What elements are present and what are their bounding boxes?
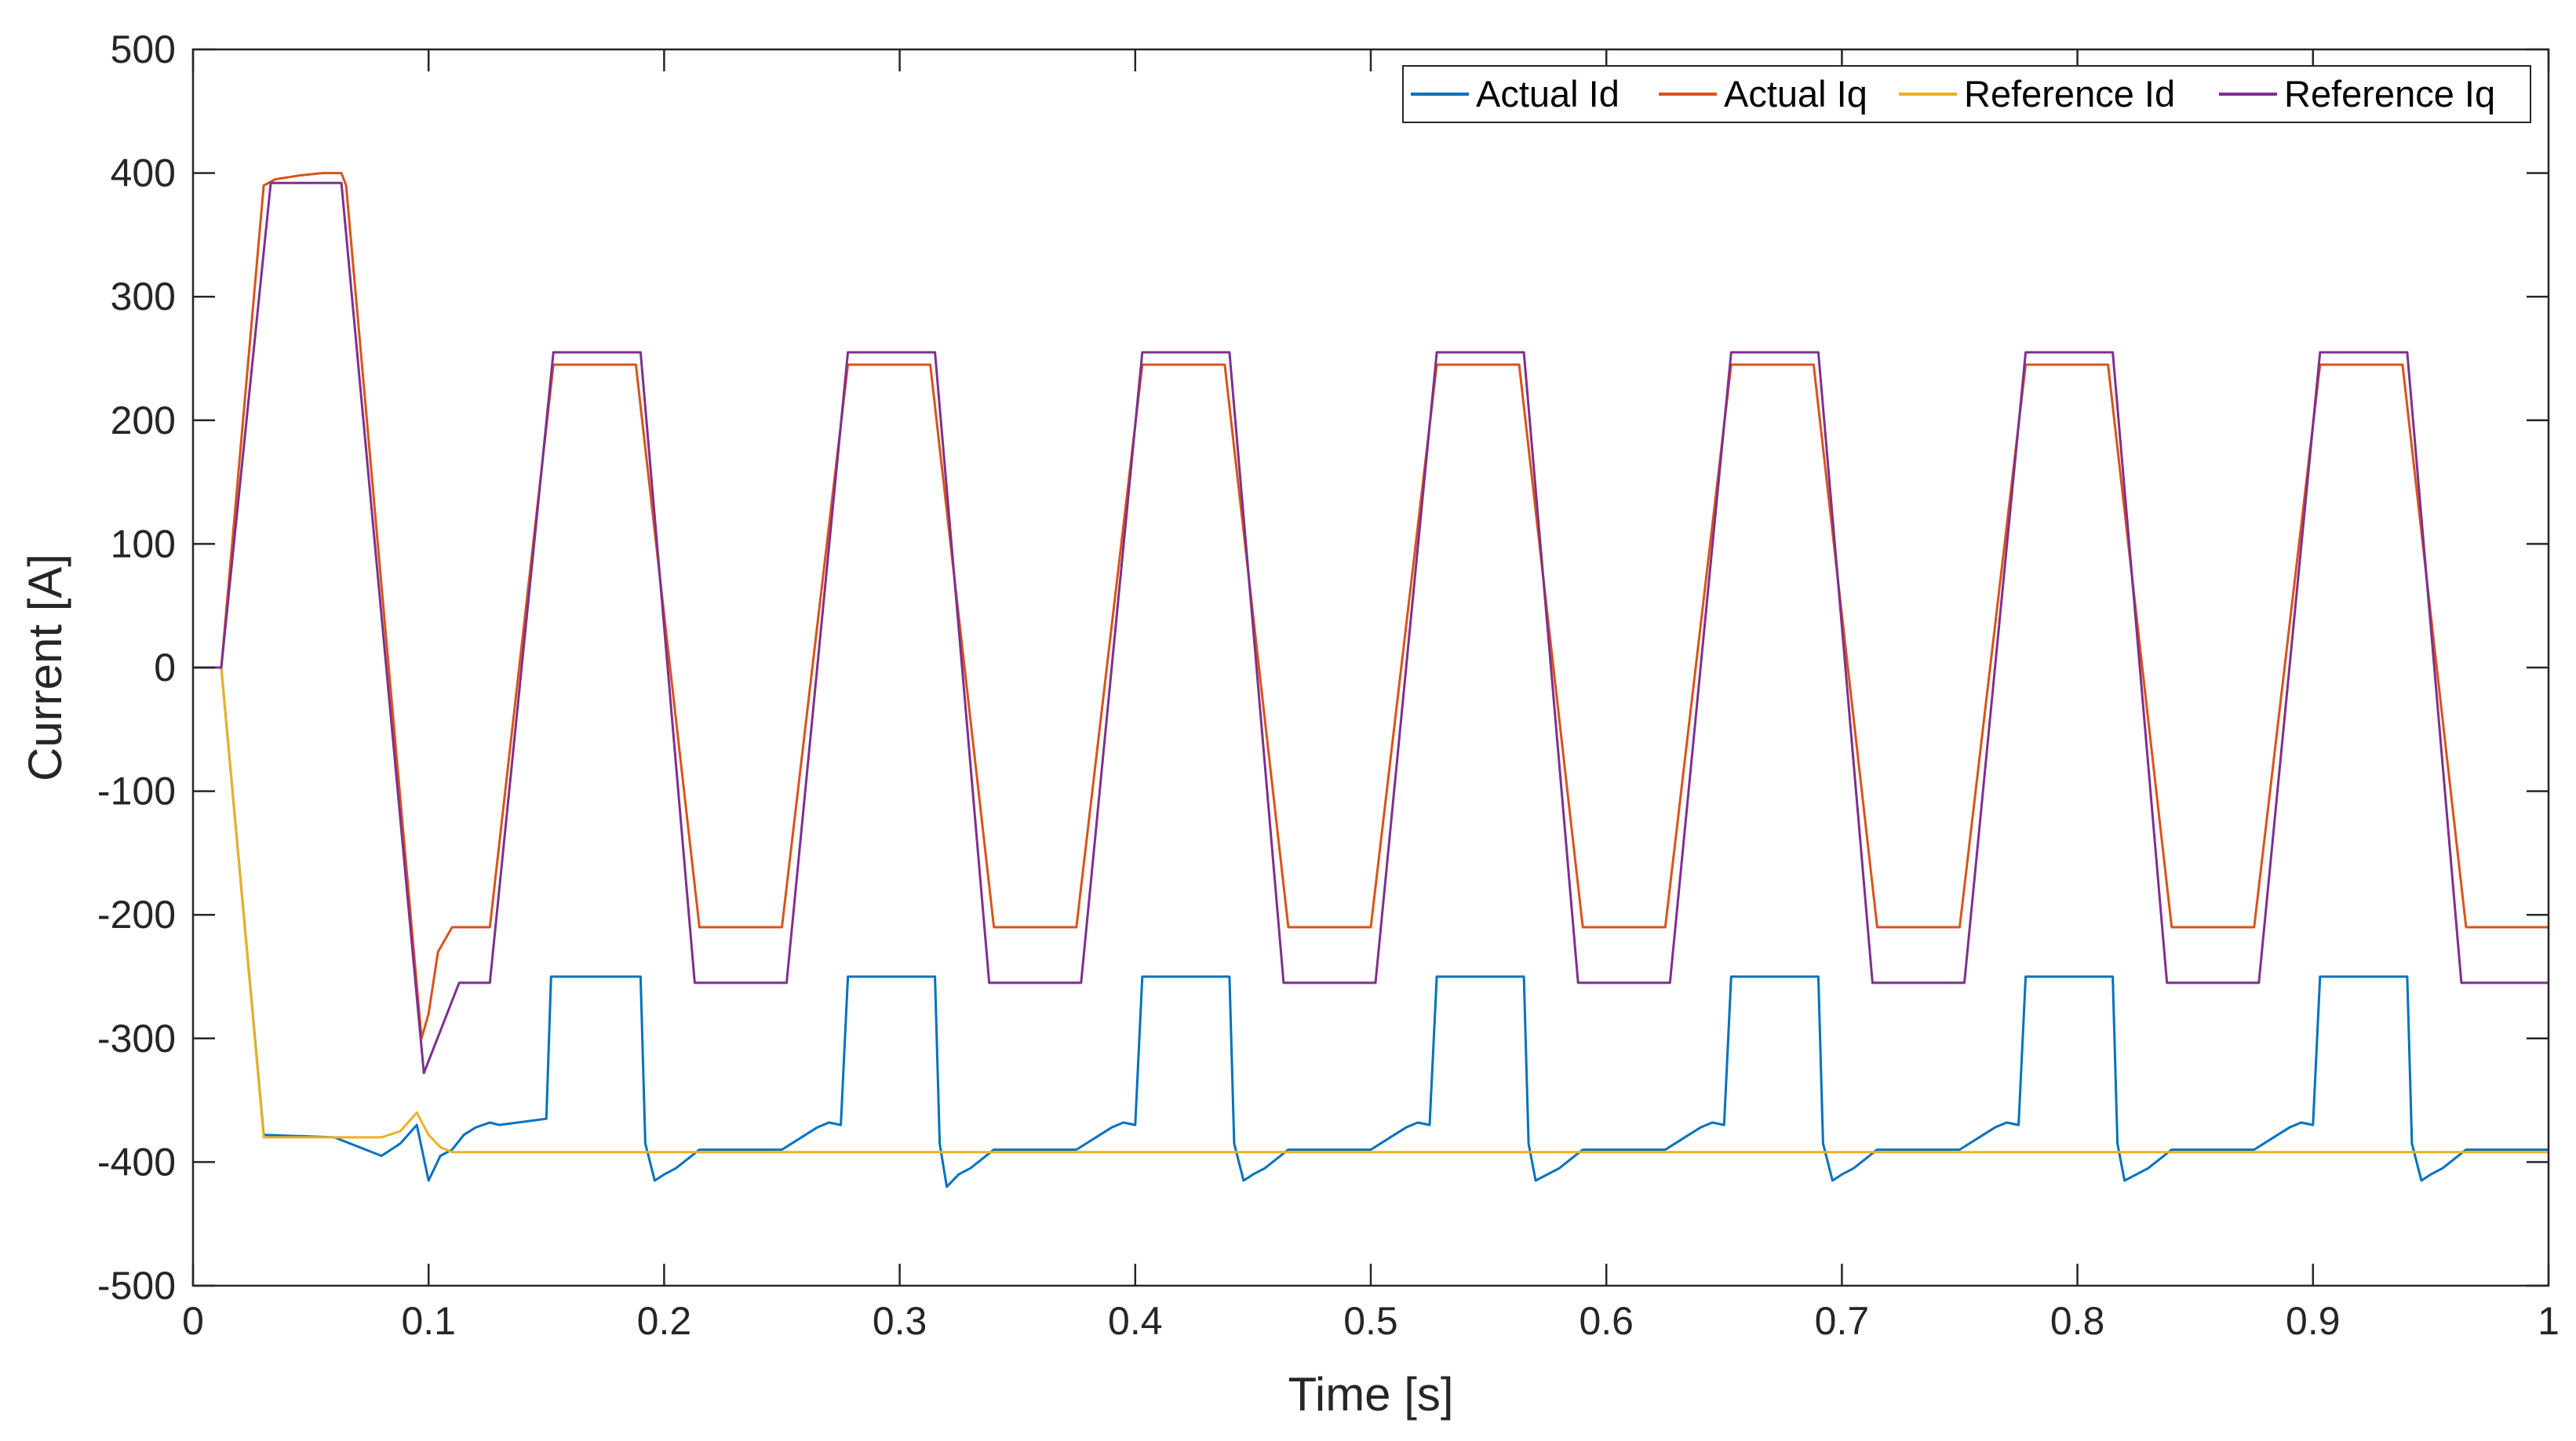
legend-label-reference-iq: Reference Iq xyxy=(2284,73,2495,115)
x-tick-label: 0.4 xyxy=(1108,1299,1163,1343)
plot-area xyxy=(193,49,2549,1286)
legend-label-reference-id: Reference Id xyxy=(1964,73,2175,115)
series-actual-id-line xyxy=(193,666,2549,1188)
x-tick-label: 1 xyxy=(2538,1299,2560,1343)
legend-box xyxy=(1402,65,2531,123)
series-actual-iq-line xyxy=(193,172,2549,1040)
y-tick-label: -200 xyxy=(97,893,176,937)
legend[interactable]: Actual Id Actual Iq Reference Id Referen… xyxy=(1402,65,2531,123)
y-tick-label: 0 xyxy=(154,646,176,690)
x-tick-label: 0.5 xyxy=(1343,1299,1398,1343)
x-tick-label: 0.8 xyxy=(2050,1299,2105,1343)
y-tick-label: -300 xyxy=(97,1017,176,1061)
series-reference-id-line xyxy=(193,666,2549,1154)
ticks-layer: 0 0.1 0.2 0.3 0.4 0.5 0.6 0.7 0.8 0.9 1 500 400 300 20… xyxy=(97,27,2560,1343)
x-tick-label: 0.6 xyxy=(1579,1299,1634,1343)
x-axis-title: Time [s] xyxy=(1288,1368,1453,1421)
x-tick-label: 0.9 xyxy=(2286,1299,2341,1343)
y-tick-label: 500 xyxy=(111,27,176,71)
y-tick-label: 300 xyxy=(111,275,176,318)
x-tick-label: 0.7 xyxy=(1815,1299,1870,1343)
x-tick-label: 0 xyxy=(182,1299,204,1343)
y-tick-label: -100 xyxy=(97,770,176,813)
y-axis-title: Current [A] xyxy=(19,554,71,781)
y-tick-label: 200 xyxy=(111,398,176,442)
y-tick-label: -400 xyxy=(97,1140,176,1184)
y-tick-label: 100 xyxy=(111,522,176,566)
y-tick-label: 400 xyxy=(111,151,176,195)
legend-label-actual-id: Actual Id xyxy=(1476,73,1620,115)
x-tick-label: 0.1 xyxy=(401,1299,456,1343)
x-tick-label: 0.2 xyxy=(637,1299,692,1343)
series-reference-iq-line xyxy=(193,181,2549,1075)
x-tick-label: 0.3 xyxy=(873,1299,927,1343)
series-layer xyxy=(193,172,2549,1188)
legend-label-actual-iq: Actual Iq xyxy=(1724,73,1867,115)
y-tick-label: -500 xyxy=(97,1264,176,1308)
